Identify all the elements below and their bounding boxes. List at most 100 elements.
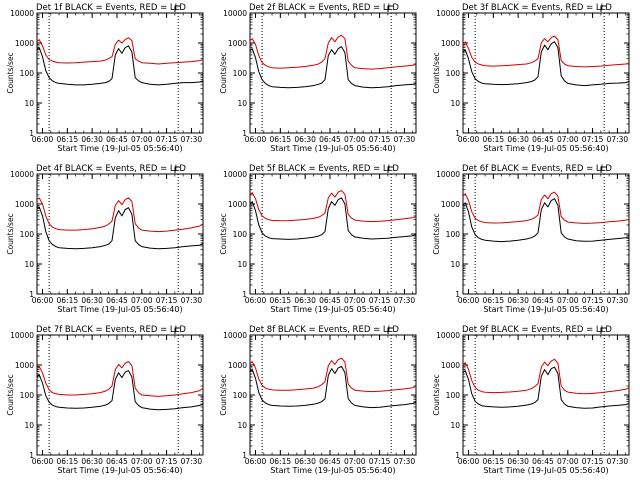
x-tick-label: 07:30: [181, 135, 203, 144]
lld-series-line: [36, 197, 204, 233]
x-axis-label: Start Time (19-Jul-05 05:56:40): [483, 305, 608, 314]
y-tick-label: 10: [450, 421, 460, 430]
events-series-line: [462, 198, 630, 243]
y-tick-label: 1: [29, 129, 34, 138]
y-tick-label: 10: [24, 260, 34, 269]
x-tick-label: 06:30: [507, 457, 529, 466]
x-tick-label: 06:00: [458, 457, 480, 466]
x-tick-label: 07:30: [607, 135, 629, 144]
panel-title: Det 4f BLACK = Events, RED = LLD: [36, 164, 186, 174]
x-tick-label: 07:00: [344, 296, 366, 305]
x-axis-label: Start Time (19-Jul-05 05:56:40): [270, 144, 395, 153]
x-axis-label: Start Time (19-Jul-05 05:56:40): [57, 144, 182, 153]
x-tick-label: 07:15: [156, 457, 178, 466]
y-tick-label: 1: [29, 290, 34, 299]
y-tick-label: 10000: [10, 9, 34, 18]
x-tick-label: 06:30: [294, 135, 316, 144]
panel-title: Det 6f BLACK = Events, RED = LLD: [462, 164, 612, 174]
x-tick-label: 06:15: [483, 296, 505, 305]
x-tick-label: 06:45: [106, 457, 128, 466]
events-series-line: [36, 45, 204, 86]
x-tick-label: 06:45: [106, 135, 128, 144]
x-tick-label: 07:15: [369, 296, 391, 305]
x-tick-label: 06:45: [319, 296, 341, 305]
x-tick-label: 07:00: [344, 457, 366, 466]
corner-mark-icon: [174, 5, 180, 12]
x-axis-label: Start Time (19-Jul-05 05:56:40): [270, 305, 395, 314]
x-tick-label: 07:15: [369, 457, 391, 466]
lld-series-line: [249, 34, 417, 70]
x-tick-label: 07:00: [131, 296, 153, 305]
events-series-line: [249, 365, 417, 409]
corner-mark-icon: [174, 327, 180, 334]
panel-4: Det 4f BLACK = Events, RED = LLD 1 10 100 10…: [6, 164, 204, 314]
panel-title: Det 1f BLACK = Events, RED = LLD: [36, 3, 186, 13]
x-tick-label: 06:15: [57, 457, 79, 466]
x-tick-label: 07:30: [181, 296, 203, 305]
x-tick-label: 06:15: [270, 296, 292, 305]
y-tick-label: 100: [233, 69, 248, 78]
x-tick-label: 06:00: [245, 457, 267, 466]
y-tick-label: 10: [450, 99, 460, 108]
x-tick-label: 06:45: [106, 296, 128, 305]
panel-title: Det 7f BLACK = Events, RED = LLD: [36, 325, 186, 335]
y-tick-label: 100: [20, 69, 35, 78]
events-series-line: [249, 197, 417, 240]
x-tick-label: 06:45: [532, 296, 554, 305]
y-axis-label: Counts/sec: [219, 52, 228, 93]
y-axis-label: Counts/sec: [432, 374, 441, 415]
x-tick-label: 07:30: [607, 296, 629, 305]
x-tick-label: 06:15: [57, 135, 79, 144]
panel-title: Det 2f BLACK = Events, RED = LLD: [249, 3, 399, 13]
x-tick-label: 07:00: [131, 135, 153, 144]
x-tick-label: 06:30: [81, 457, 103, 466]
x-tick-label: 06:15: [483, 457, 505, 466]
panel-8: Det 8f BLACK = Events, RED = LLD 1 10 100 10…: [219, 325, 417, 475]
corner-mark-icon: [174, 166, 180, 173]
y-tick-label: 10000: [223, 170, 247, 179]
y-tick-label: 1000: [15, 39, 34, 48]
y-tick-label: 10000: [223, 9, 247, 18]
y-axis-label: Counts/sec: [219, 374, 228, 415]
corner-mark-icon: [600, 327, 606, 334]
x-tick-label: 06:30: [81, 135, 103, 144]
y-tick-label: 10000: [10, 331, 34, 340]
x-tick-label: 06:00: [32, 457, 54, 466]
y-tick-label: 10: [237, 260, 247, 269]
x-tick-label: 07:00: [557, 457, 579, 466]
y-tick-label: 1000: [228, 39, 247, 48]
x-tick-label: 07:00: [557, 296, 579, 305]
y-tick-label: 1000: [228, 200, 247, 209]
y-tick-label: 1: [29, 451, 34, 460]
x-tick-label: 06:00: [458, 296, 480, 305]
y-axis-label: Counts/sec: [219, 213, 228, 254]
y-tick-label: 100: [446, 230, 461, 239]
events-series-line: [36, 206, 204, 250]
corner-mark-icon: [387, 166, 393, 173]
x-tick-label: 06:00: [458, 135, 480, 144]
lld-series-line: [462, 191, 630, 224]
lld-series-line: [462, 35, 630, 68]
x-tick-label: 07:30: [394, 296, 416, 305]
y-tick-label: 10000: [436, 170, 460, 179]
x-tick-label: 07:30: [607, 457, 629, 466]
lld-series-line: [249, 190, 417, 223]
y-tick-label: 100: [20, 391, 35, 400]
x-tick-label: 07:30: [394, 135, 416, 144]
y-tick-label: 10000: [436, 331, 460, 340]
panel-title: Det 3f BLACK = Events, RED = LLD: [462, 3, 612, 13]
panel-1: Det 1f BLACK = Events, RED = LLD 1 10 100 10…: [6, 3, 204, 153]
x-tick-label: 07:15: [582, 457, 604, 466]
x-tick-label: 07:15: [369, 135, 391, 144]
panel-3: Det 3f BLACK = Events, RED = LLD 1 10 100 10…: [432, 3, 630, 153]
y-tick-label: 100: [446, 391, 461, 400]
x-tick-label: 06:00: [32, 135, 54, 144]
x-tick-label: 06:15: [57, 296, 79, 305]
x-tick-label: 06:45: [532, 135, 554, 144]
lld-series-line: [36, 37, 204, 65]
y-tick-label: 100: [233, 391, 248, 400]
y-tick-label: 1: [242, 129, 247, 138]
x-tick-label: 06:15: [483, 135, 505, 144]
lld-series-line: [36, 361, 204, 397]
